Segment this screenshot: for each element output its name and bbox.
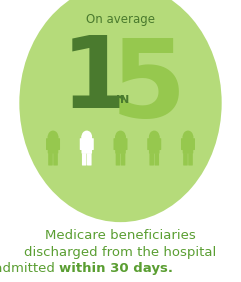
FancyBboxPatch shape: [114, 138, 117, 150]
FancyBboxPatch shape: [46, 138, 49, 150]
FancyBboxPatch shape: [183, 153, 188, 166]
FancyBboxPatch shape: [149, 136, 160, 154]
FancyBboxPatch shape: [192, 138, 195, 150]
Circle shape: [81, 131, 92, 143]
FancyBboxPatch shape: [53, 153, 58, 166]
FancyBboxPatch shape: [48, 153, 53, 166]
Circle shape: [149, 131, 160, 143]
Circle shape: [48, 131, 58, 143]
FancyBboxPatch shape: [115, 136, 126, 154]
Text: discharged from the hospital: discharged from the hospital: [24, 246, 217, 259]
FancyBboxPatch shape: [82, 153, 87, 166]
FancyBboxPatch shape: [147, 138, 151, 150]
FancyBboxPatch shape: [154, 153, 159, 166]
Circle shape: [30, 0, 211, 209]
FancyBboxPatch shape: [90, 138, 94, 150]
Circle shape: [115, 131, 126, 143]
FancyBboxPatch shape: [149, 153, 154, 166]
FancyBboxPatch shape: [80, 138, 83, 150]
FancyBboxPatch shape: [48, 136, 58, 154]
FancyBboxPatch shape: [158, 138, 161, 150]
Circle shape: [14, 0, 227, 227]
FancyBboxPatch shape: [181, 138, 184, 150]
FancyBboxPatch shape: [87, 153, 92, 166]
FancyBboxPatch shape: [188, 153, 193, 166]
Circle shape: [183, 131, 193, 143]
FancyBboxPatch shape: [124, 138, 127, 150]
Text: Medicare beneficiaries: Medicare beneficiaries: [45, 229, 196, 242]
FancyBboxPatch shape: [81, 136, 92, 154]
Text: IN: IN: [116, 95, 129, 105]
Text: 1: 1: [60, 32, 130, 129]
Text: within 30 days.: within 30 days.: [59, 262, 173, 275]
FancyBboxPatch shape: [183, 136, 193, 154]
Text: is readmitted: is readmitted: [0, 262, 59, 275]
FancyBboxPatch shape: [121, 153, 125, 166]
Text: On average: On average: [86, 13, 155, 26]
Text: 5: 5: [110, 34, 186, 140]
FancyBboxPatch shape: [116, 153, 120, 166]
FancyBboxPatch shape: [57, 138, 60, 150]
